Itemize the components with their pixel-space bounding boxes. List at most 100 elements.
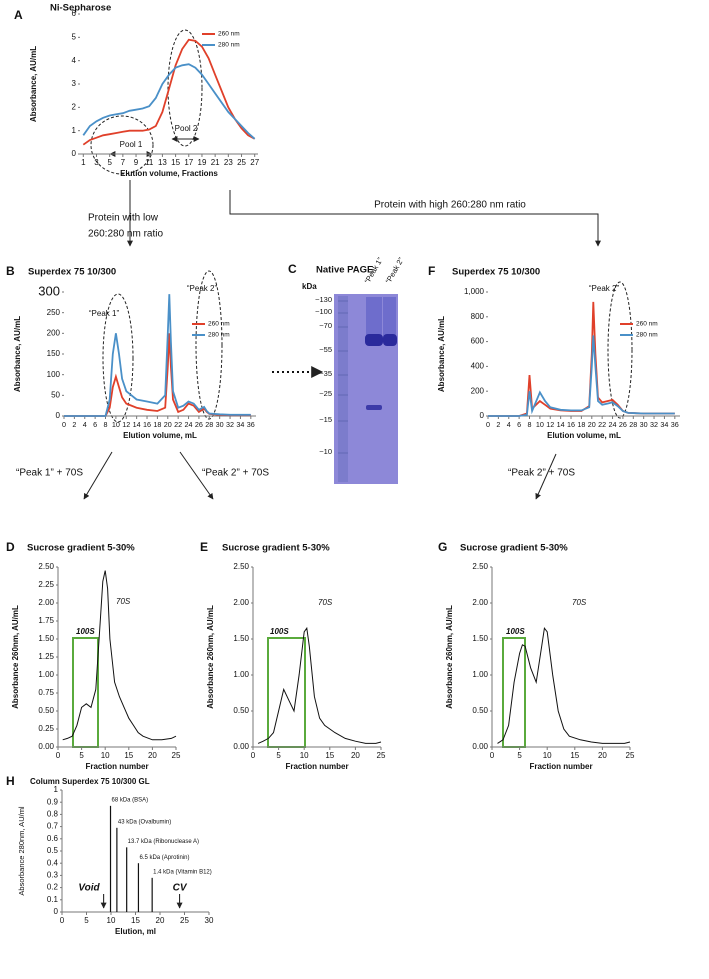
- x-tick-label: 7: [121, 158, 126, 167]
- y-tick-label: 1.50: [233, 634, 249, 643]
- y-tick-label: 0.7: [47, 822, 59, 831]
- gel: [334, 294, 398, 484]
- data-line: [62, 570, 177, 741]
- x-tick-label: 11: [145, 158, 154, 167]
- y-tick-label: 50: [51, 390, 60, 399]
- chart-panel: E Sucrose gradient 5-30% 0.00 0.50 1.00 1.50 2…: [200, 540, 386, 771]
- ladder-bands: [338, 300, 348, 454]
- y-tick-label: 1.00: [38, 670, 54, 679]
- x-tick-label: 0: [490, 751, 495, 760]
- x-tick-label: 32: [226, 420, 234, 429]
- x-axis-label: Elution volume, mL: [547, 431, 621, 440]
- y-axis-label: Absorbance 260nm, AU/mL: [445, 605, 454, 709]
- peak-label: 68 kDa (BSA): [112, 797, 149, 803]
- panel-letter: B: [6, 264, 15, 278]
- data-line: [497, 626, 631, 744]
- x-tick-label: 0: [56, 751, 61, 760]
- y-tick-label: 0: [54, 907, 59, 916]
- marker-label: Void: [78, 883, 100, 894]
- x-tick-label: 0: [60, 916, 65, 925]
- x-tick-label: 30: [216, 420, 224, 429]
- ellipse: [195, 270, 223, 420]
- x-tick-label: 9: [134, 158, 139, 167]
- x-tick-label: 36: [671, 420, 679, 429]
- ladder-lane: [338, 296, 348, 482]
- x-tick-label: 2: [72, 420, 76, 429]
- x-tick-label: 25: [180, 916, 189, 925]
- x-tick-label: 20: [588, 420, 596, 429]
- x-tick-label: 22: [174, 420, 182, 429]
- flow-label: “Peak 1” + 70S: [16, 468, 83, 479]
- y-tick-label: 0.50: [472, 706, 488, 715]
- annotation: 70S: [318, 598, 333, 607]
- x-tick-label: 15: [171, 158, 180, 167]
- x-tick-label: 34: [236, 420, 244, 429]
- chart-title: Ni-Sepharose: [50, 3, 111, 14]
- flow-label: “Peak 2” + 70S: [202, 468, 269, 479]
- x-axis-label: Elution volume, Fractions: [120, 169, 218, 178]
- highlight-ellipses: [90, 29, 633, 423]
- y-axis-label: Absorbance, AU/mL: [29, 46, 38, 122]
- y-tick-label: 2.50: [38, 562, 54, 571]
- x-tick-label: 28: [205, 420, 213, 429]
- ellipse: [102, 293, 134, 423]
- gel-marker: ~15: [319, 415, 332, 424]
- x-tick-label: 5: [517, 751, 522, 760]
- x-axis-label: Fraction number: [285, 762, 348, 771]
- chart-panel: G Sucrose gradient 5-30% 0.00 0.50 1.00 1.50 2…: [438, 540, 635, 771]
- panel-letter: C: [288, 262, 297, 276]
- x-tick-label: 10: [107, 916, 116, 925]
- gel-marker: ~55: [319, 345, 332, 354]
- flow-arrow: [229, 190, 601, 247]
- gel-marker: ~10: [319, 447, 332, 456]
- data-line: [82, 63, 256, 140]
- y-tick-label: 150: [47, 349, 61, 358]
- x-axis-label: Elution, ml: [115, 927, 156, 936]
- chart-title: Sucrose gradient 5-30%: [27, 543, 135, 554]
- y-tick-label: 0.5: [47, 846, 59, 855]
- y-tick-label: 0.50: [233, 706, 249, 715]
- gel-unit: kDa: [302, 282, 317, 291]
- x-tick-label: 17: [184, 158, 193, 167]
- y-tick-label: 200: [47, 328, 61, 337]
- chart-panel: H Column Superdex 75 10/300 GL 0 0.1 0.2 0.3 0…: [6, 774, 214, 936]
- x-tick-label: 5: [79, 751, 84, 760]
- x-tick-label: 20: [156, 916, 165, 925]
- y-tick-label: 2.50: [233, 562, 249, 571]
- x-tick-label: 30: [205, 916, 214, 925]
- data-line: [488, 301, 675, 417]
- x-tick-label: 32: [650, 420, 658, 429]
- x-tick-label: 30: [640, 420, 648, 429]
- x-tick-label: 25: [377, 751, 386, 760]
- gel-marker: ~70: [319, 321, 332, 330]
- x-tick-label: 25: [626, 751, 635, 760]
- x-tick-label: 20: [351, 751, 360, 760]
- y-tick-label: 0.00: [233, 742, 249, 751]
- panel-letter: F: [428, 264, 435, 278]
- x-tick-label: 18: [153, 420, 161, 429]
- y-tick-label: 2.00: [38, 598, 54, 607]
- y-tick-label: 1,000: [464, 287, 485, 296]
- gel-marker: ~130: [315, 295, 332, 304]
- x-tick-label: 0: [486, 420, 490, 429]
- legend-label: 260 nm: [218, 31, 240, 38]
- y-tick-label: 2.50: [472, 562, 488, 571]
- x-tick-label: 14: [557, 420, 565, 429]
- panel-letter: H: [6, 774, 15, 788]
- x-tick-label: 26: [619, 420, 627, 429]
- peak-label: 13.7 kDa (Ribonuclease A): [128, 839, 199, 845]
- annotation: 70S: [572, 598, 587, 607]
- y-axis-label: Absorbance 260nm, AU/mL: [206, 605, 215, 709]
- x-tick-label: 0: [62, 420, 66, 429]
- y-tick-label: 250: [47, 308, 61, 317]
- panel-letter: E: [200, 540, 208, 554]
- y-tick-label: 1.00: [233, 670, 249, 679]
- y-tick-label: 3: [72, 79, 77, 88]
- x-tick-label: 20: [598, 751, 607, 760]
- y-tick-label: 0: [480, 411, 485, 420]
- annotation: “Peak 2”: [589, 284, 620, 293]
- x-tick-label: 12: [122, 420, 130, 429]
- x-tick-label: 16: [143, 420, 151, 429]
- lane-label: “Peak 2”: [384, 256, 406, 285]
- y-tick-label: 100: [47, 370, 61, 379]
